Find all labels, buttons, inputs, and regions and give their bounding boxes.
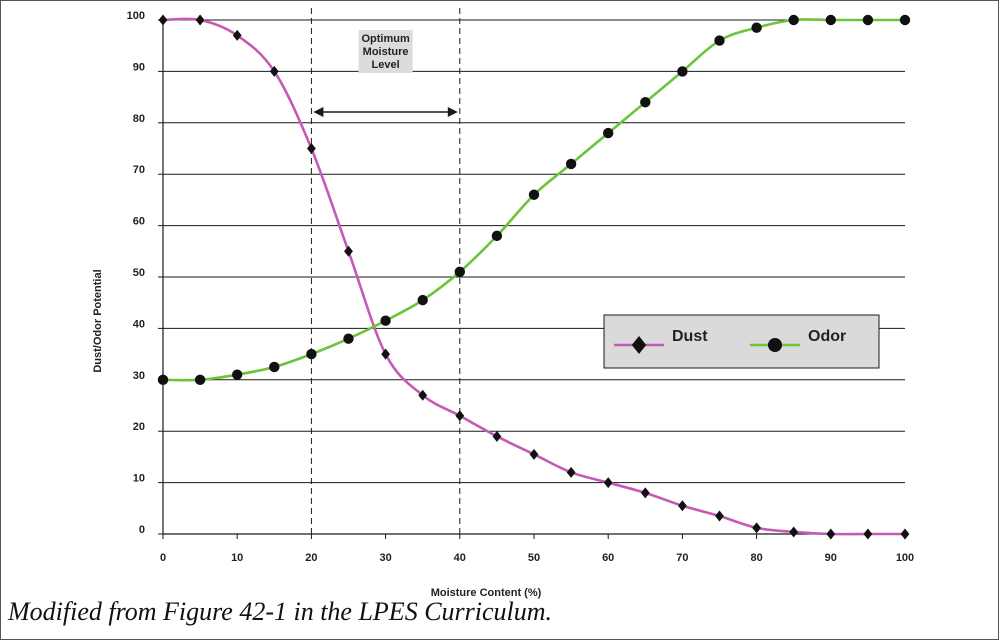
legend-marker-odor: [768, 338, 782, 352]
x-tick-label-60: 60: [602, 552, 614, 564]
odor-point-5: [194, 374, 206, 385]
odor-point-10: [232, 369, 243, 380]
dust-point-60: [603, 477, 613, 489]
legend-marker-dust: [631, 336, 647, 354]
y-tick-label-10: 10: [133, 473, 145, 485]
dust-point-50: [529, 448, 539, 460]
odor-point-35: [417, 294, 428, 306]
odor-point-100: [899, 14, 911, 26]
y-tick-label-100: 100: [127, 10, 145, 22]
series-dust: [158, 14, 910, 540]
axes: [158, 19, 906, 539]
odor-point-65: [640, 97, 651, 108]
dust-point-55: [566, 466, 576, 478]
odor-point-75: [714, 35, 725, 46]
y-tick-label-30: 30: [133, 370, 145, 382]
dust-point-70: [678, 500, 687, 512]
y-tick-label-80: 80: [133, 113, 145, 125]
figure-caption: Modified from Figure 42-1 in the LPES Cu…: [8, 597, 553, 626]
odor-point-60: [603, 127, 614, 139]
y-tick-label-50: 50: [133, 267, 145, 279]
dust-point-40: [455, 410, 465, 422]
x-tick-label-40: 40: [454, 552, 466, 564]
odor-point-90: [825, 14, 836, 26]
x-tick-label-50: 50: [528, 552, 540, 564]
x-tick-labels: 0 10 20 30 40 50 60 70 80 90 100: [160, 552, 914, 564]
dust-point-80: [752, 522, 761, 534]
optimum-label-line-3: Level: [372, 59, 400, 71]
dust-point-0: [158, 14, 168, 26]
dust-point-10: [232, 29, 242, 41]
dust-point-35: [418, 389, 428, 401]
legend: Dust Odor: [603, 314, 880, 369]
dust-point-75: [715, 510, 724, 522]
optimum-label-box: [358, 30, 413, 73]
legend-box: [603, 314, 880, 369]
optimum-arrow-head-left: [313, 107, 324, 117]
optimum-label-line-2: Moisture: [363, 46, 409, 58]
x-axis-label: Moisture Content (%): [431, 587, 542, 599]
dust-point-5: [195, 14, 205, 26]
dust-point-15: [269, 65, 279, 77]
dust-point-25: [344, 245, 353, 257]
x-tick-label-20: 20: [305, 552, 317, 564]
odor-point-80: [751, 22, 762, 33]
legend-label-dust: Dust: [672, 328, 708, 345]
series-group: [157, 14, 911, 540]
y-tick-label-90: 90: [133, 61, 145, 73]
gridlines: [163, 19, 905, 484]
odor-point-45: [491, 230, 503, 242]
odor-point-40: [454, 266, 465, 278]
x-tick-label-0: 0: [160, 552, 166, 564]
series-odor: [157, 14, 911, 385]
x-tick-label-80: 80: [750, 552, 762, 564]
y-tick-label-20: 20: [133, 421, 145, 433]
y-axis-label: Dust/Odor Potential: [92, 269, 104, 372]
y-tick-label-40: 40: [133, 318, 145, 330]
x-tick-label-30: 30: [379, 552, 391, 564]
odor-point-95: [862, 14, 874, 26]
dust-point-100: [900, 528, 910, 540]
odor-point-20: [306, 348, 317, 360]
x-tick-label-100: 100: [896, 552, 914, 564]
y-tick-label-70: 70: [133, 164, 145, 176]
optimum-arrow-head-right: [447, 107, 458, 117]
dust-point-45: [492, 430, 502, 442]
dust-point-95: [863, 528, 873, 540]
odor-point-55: [565, 158, 577, 170]
x-tick-label-10: 10: [231, 552, 243, 564]
odor-point-30: [380, 315, 391, 326]
x-tick-label-70: 70: [676, 552, 688, 564]
x-tick-label-90: 90: [825, 552, 837, 564]
y-tick-label-60: 60: [133, 216, 145, 228]
dust-point-85: [789, 526, 799, 538]
odor-point-0: [157, 374, 169, 385]
odor-point-25: [343, 333, 354, 344]
odor-point-70: [677, 66, 688, 77]
odor-point-85: [788, 14, 799, 26]
dust-odor-chart: 0 10 20 30 40 50 60 70 80 90 100 0 10 20 30 40 50 60 70 80…: [92, 8, 914, 599]
optimum-label-line-1: Optimum: [361, 33, 409, 45]
odor-point-15: [269, 361, 280, 373]
dust-point-20: [307, 143, 316, 154]
y-tick-labels: 0 10 20 30 40 50 60 70 80 90 100: [127, 10, 145, 536]
odor-point-50: [528, 189, 540, 200]
y-tick-label-0: 0: [139, 524, 145, 536]
dust-point-65: [640, 487, 650, 499]
dust-point-30: [381, 348, 390, 360]
dust-point-90: [826, 528, 836, 540]
dust-line: [162, 17, 905, 536]
legend-label-odor: Odor: [808, 328, 846, 345]
